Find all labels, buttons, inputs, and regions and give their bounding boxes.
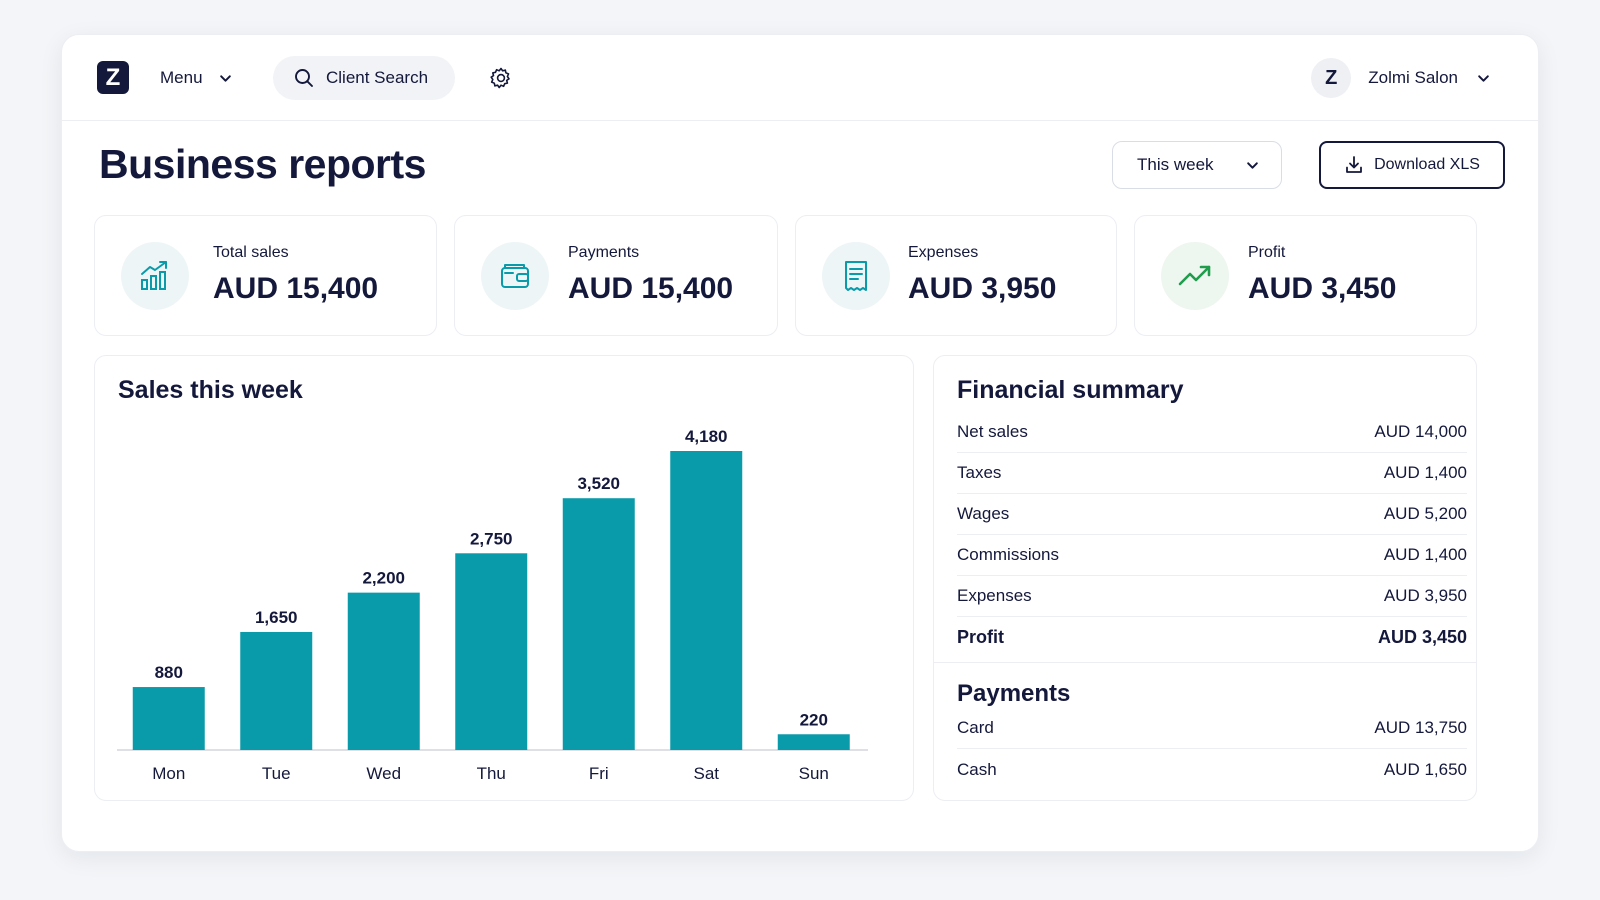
page-title: Business reports xyxy=(99,141,426,187)
x-tick-label: Sun xyxy=(799,764,829,783)
client-search-label: Client Search xyxy=(326,68,429,87)
chevron-down-icon xyxy=(1247,161,1258,169)
kpi-label: Expenses xyxy=(908,244,979,261)
bar-value-label: 3,520 xyxy=(577,474,620,493)
kpi-value: AUD 15,400 xyxy=(213,272,379,305)
summary-value: AUD 3,950 xyxy=(1383,586,1467,605)
summary-row-taxes: Taxes AUD 1,400 xyxy=(957,453,1467,494)
summary-label: Wages xyxy=(957,504,1010,523)
x-tick-label: Mon xyxy=(152,764,185,783)
payments-list: Card AUD 13,750 Cash AUD 1,650 xyxy=(957,708,1467,790)
financial-summary-list: Net sales AUD 14,000 Taxes AUD 1,400 Wag… xyxy=(957,412,1467,658)
receipt-icon xyxy=(845,261,867,291)
summary-value: AUD 1,400 xyxy=(1383,545,1467,564)
bar-sat xyxy=(670,451,743,750)
trend-up-icon xyxy=(1178,265,1211,286)
bar-thu xyxy=(455,553,528,750)
bar-tue xyxy=(240,631,313,750)
bar-value-label: 4,180 xyxy=(685,427,728,446)
sales-chart-title: Sales this week xyxy=(118,376,303,404)
payment-row-card: Card AUD 13,750 xyxy=(957,708,1467,749)
section-divider xyxy=(934,662,1476,663)
chevron-down-icon xyxy=(219,74,231,82)
account-name: Zolmi Salon xyxy=(1368,68,1458,87)
download-xls-label: Download XLS xyxy=(1374,156,1480,173)
period-select-value: This week xyxy=(1137,155,1214,174)
bar-value-label: 1,650 xyxy=(255,608,298,627)
kpi-label: Total sales xyxy=(213,244,289,261)
sales-chart-panel: Sales this week 880 Mon 1,650 Tue 2,200 Wed 2,… xyxy=(94,355,914,801)
menu-button[interactable]: Menu xyxy=(160,63,232,93)
summary-label: Taxes xyxy=(957,463,1002,482)
gear-icon[interactable] xyxy=(489,66,513,90)
bar-sun xyxy=(777,734,850,750)
kpi-label: Payments xyxy=(568,244,640,261)
bar-value-label: 880 xyxy=(155,663,183,682)
financial-summary-panel: Financial summary Net sales AUD 14,000 T… xyxy=(933,355,1477,801)
bar-value-label: 2,750 xyxy=(470,529,513,548)
bar-value-label: 220 xyxy=(800,710,828,729)
summary-row-commissions: Commissions AUD 1,400 xyxy=(957,535,1467,576)
kpi-card-total-sales: Total sales AUD 15,400 xyxy=(94,215,437,336)
bar-mon xyxy=(132,687,205,750)
x-tick-label: Tue xyxy=(262,764,291,783)
kpi-value: AUD 3,450 xyxy=(1248,272,1397,305)
kpi-value: AUD 15,400 xyxy=(568,272,734,305)
kpi-card-expenses: Expenses AUD 3,950 xyxy=(795,215,1117,336)
summary-value: AUD 14,000 xyxy=(1374,422,1467,441)
summary-value: AUD 1,400 xyxy=(1383,463,1467,482)
financial-summary-title: Financial summary xyxy=(957,376,1184,404)
payment-label: Cash xyxy=(957,759,997,779)
bar-fri xyxy=(562,498,635,750)
account-menu[interactable]: Z Zolmi Salon xyxy=(1311,56,1490,100)
summary-label: Profit xyxy=(957,627,1004,647)
bar-wed xyxy=(347,592,420,750)
payment-value: AUD 13,750 xyxy=(1374,718,1467,737)
app-window: Z Menu Client Search Z Zolmi Salon xyxy=(61,34,1539,852)
summary-value: AUD 3,450 xyxy=(1377,627,1467,647)
search-icon xyxy=(295,69,313,87)
summary-row-wages: Wages AUD 5,200 xyxy=(957,494,1467,535)
kpi-icon-wrap xyxy=(481,242,549,310)
payment-label: Card xyxy=(957,718,994,737)
kpi-icon-wrap xyxy=(1161,242,1229,310)
top-bar: Z Menu Client Search Z Zolmi Salon xyxy=(62,35,1538,121)
download-icon xyxy=(1346,156,1362,173)
bar-value-label: 2,200 xyxy=(362,569,405,588)
x-tick-label: Wed xyxy=(366,764,401,783)
x-tick-label: Sat xyxy=(693,764,719,783)
kpi-card-profit: Profit AUD 3,450 xyxy=(1134,215,1477,336)
summary-label: Expenses xyxy=(957,586,1032,605)
chevron-down-icon xyxy=(1478,74,1489,82)
summary-value: AUD 5,200 xyxy=(1383,504,1467,523)
client-search-button[interactable]: Client Search xyxy=(273,56,455,100)
kpi-icon-wrap xyxy=(822,242,890,310)
summary-row-profit: Profit AUD 3,450 xyxy=(957,617,1467,658)
summary-row-net-sales: Net sales AUD 14,000 xyxy=(957,412,1467,453)
period-select[interactable]: This week xyxy=(1112,141,1282,189)
summary-label: Commissions xyxy=(957,545,1060,564)
summary-row-expenses: Expenses AUD 3,950 xyxy=(957,576,1467,617)
wallet-icon xyxy=(501,264,529,288)
menu-label: Menu xyxy=(160,68,203,87)
kpi-icon-wrap xyxy=(121,242,189,310)
kpi-card-payments: Payments AUD 15,400 xyxy=(454,215,778,336)
x-tick-label: Fri xyxy=(589,764,609,783)
x-tick-label: Thu xyxy=(477,764,506,783)
payments-title: Payments xyxy=(957,680,1071,707)
avatar: Z xyxy=(1311,58,1352,98)
kpi-label: Profit xyxy=(1248,244,1286,261)
summary-label: Net sales xyxy=(957,422,1028,441)
payment-value: AUD 1,650 xyxy=(1383,759,1467,779)
payment-row-cash: Cash AUD 1,650 xyxy=(957,749,1467,790)
kpi-value: AUD 3,950 xyxy=(908,272,1057,305)
sales-bar-chart: 880 Mon 1,650 Tue 2,200 Wed 2,750 Thu 3,520 Fri 4,… xyxy=(117,427,868,783)
download-xls-button[interactable]: Download XLS xyxy=(1319,141,1505,189)
logo[interactable]: Z xyxy=(97,61,129,94)
bar-chart-up-icon xyxy=(141,261,167,290)
